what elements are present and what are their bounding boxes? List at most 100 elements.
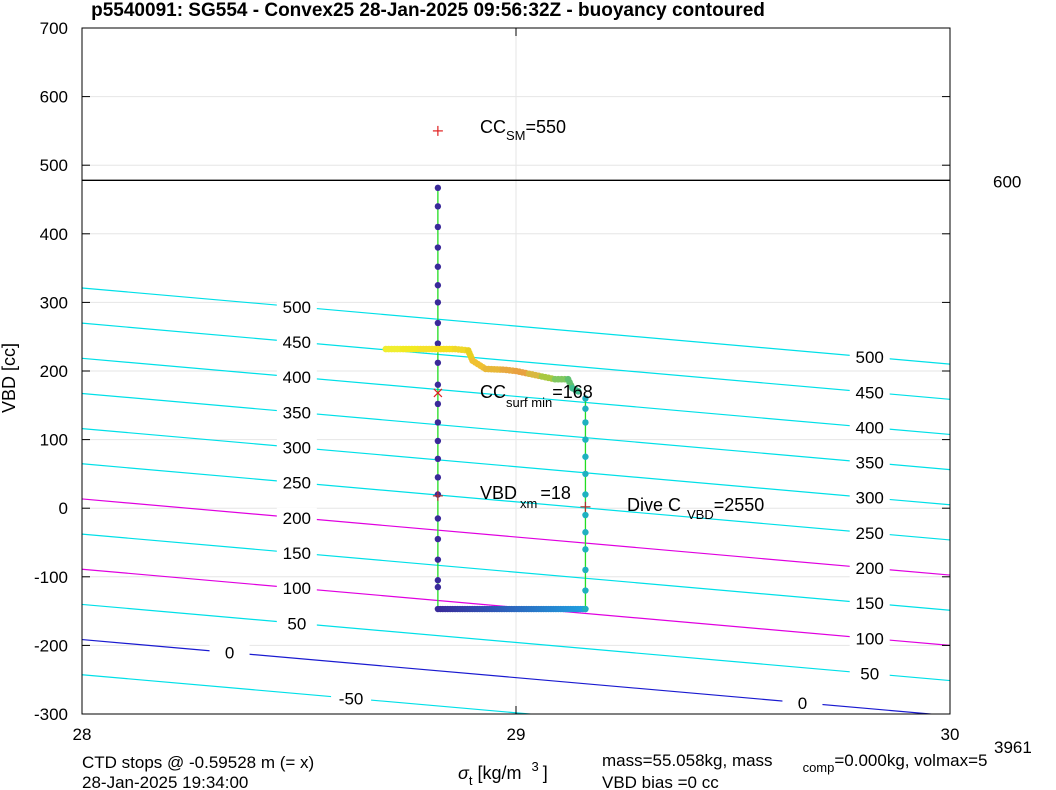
contour-label-bg bbox=[276, 367, 317, 388]
contour-label: 500 bbox=[283, 298, 311, 317]
descent-point bbox=[434, 282, 442, 289]
contour-label-bg bbox=[849, 593, 890, 614]
contour-label: 50 bbox=[860, 665, 879, 684]
y-tick-label: 300 bbox=[40, 293, 68, 312]
contour-label-bg bbox=[849, 347, 890, 368]
contour-label-bg bbox=[276, 613, 317, 634]
descent-point bbox=[434, 263, 442, 270]
contour-line bbox=[82, 428, 950, 506]
descent-point bbox=[434, 223, 442, 231]
descent-point bbox=[434, 437, 442, 445]
x-tick-label: 30 bbox=[941, 725, 960, 744]
contour-label: 150 bbox=[856, 594, 884, 613]
descent-point bbox=[434, 359, 442, 366]
contour-label: 450 bbox=[283, 333, 311, 352]
contour-label: 150 bbox=[283, 544, 311, 563]
marker-stroke bbox=[433, 388, 443, 398]
ascent-point bbox=[582, 395, 589, 402]
annotation-cc-surf-min: CCsurf min=168 bbox=[480, 382, 593, 410]
contour-line bbox=[82, 603, 950, 682]
contour-label: 400 bbox=[283, 368, 311, 387]
ascent-point bbox=[582, 566, 589, 574]
x-tick-label: 28 bbox=[73, 725, 92, 744]
contour-label: 250 bbox=[283, 474, 311, 493]
ascent-point bbox=[582, 436, 589, 443]
y-tick-label: 700 bbox=[40, 19, 68, 38]
ascent-point bbox=[582, 470, 589, 478]
contour-label-bg bbox=[209, 642, 250, 663]
ascent-point bbox=[582, 605, 589, 613]
contour-label-bg bbox=[782, 692, 823, 713]
descent-point bbox=[434, 474, 442, 481]
descent-point bbox=[434, 299, 442, 306]
markers bbox=[432, 125, 591, 512]
contour-label: 50 bbox=[287, 614, 306, 633]
contour-label-bg bbox=[276, 542, 317, 563]
contour-label: 250 bbox=[856, 524, 884, 543]
ascent-point bbox=[582, 529, 589, 536]
contour-line bbox=[82, 357, 950, 436]
contour-label: 100 bbox=[856, 629, 884, 648]
vbd-xm-marker bbox=[432, 490, 443, 501]
descent-point bbox=[434, 319, 442, 327]
dive-trace bbox=[382, 184, 589, 613]
descent-point bbox=[434, 535, 442, 543]
y-tick-label: 500 bbox=[40, 156, 68, 175]
contour-label-bg bbox=[331, 688, 372, 709]
contour-label: 300 bbox=[283, 438, 311, 457]
contour-label: 200 bbox=[856, 559, 884, 578]
contour-label: 350 bbox=[856, 454, 884, 473]
footer-ctd-stops: CTD stops @ -0.59528 m (= x) bbox=[82, 753, 314, 772]
y-tick-labels: -300 -200 -100 0 100 200 300 400 500 600 700 bbox=[34, 19, 68, 724]
ascent-point bbox=[582, 419, 589, 426]
contour-label: 350 bbox=[283, 403, 311, 422]
axis-ticks bbox=[81, 27, 951, 715]
y-tick-label: -100 bbox=[34, 568, 68, 587]
contour-label-bg bbox=[849, 452, 890, 473]
ascent-point bbox=[582, 405, 589, 412]
descent-point bbox=[434, 203, 442, 210]
contour-label-bg bbox=[276, 402, 317, 423]
contour-line bbox=[82, 533, 950, 611]
contour-label-bg bbox=[849, 417, 890, 438]
ascent-point bbox=[582, 546, 589, 553]
contour-label: 400 bbox=[856, 418, 884, 437]
contour-line bbox=[82, 463, 950, 541]
y-axis-label: VBD [cc] bbox=[0, 343, 19, 413]
contour-label-bg bbox=[849, 487, 890, 508]
annotation-dive-c-vbd: Dive C VBD=2550 bbox=[627, 495, 764, 522]
descent-point bbox=[434, 556, 442, 563]
x-axis-label: σt [kg/m 3] bbox=[458, 759, 548, 788]
dive-c-vbd-marker bbox=[580, 501, 591, 512]
contour-label: 0 bbox=[798, 694, 807, 713]
contour-label: 450 bbox=[856, 383, 884, 402]
y-tick-label: 200 bbox=[40, 362, 68, 381]
descent-point bbox=[434, 381, 442, 388]
contour-line bbox=[82, 392, 950, 471]
vbd-max-label: 600 bbox=[993, 172, 1021, 191]
footer-vbd-bias: VBD bias =0 cc bbox=[602, 773, 719, 790]
contour-label: 200 bbox=[283, 509, 311, 528]
y-tick-label: -200 bbox=[34, 636, 68, 655]
descent-point bbox=[434, 455, 442, 463]
x-tick-labels: 28 29 30 bbox=[73, 725, 960, 744]
cc-surf-min-marker bbox=[433, 388, 443, 398]
chart-title: p5540091: SG554 - Convex25 28-Jan-2025 0… bbox=[91, 0, 765, 21]
y-tick-label: -300 bbox=[34, 705, 68, 724]
contour-label: 300 bbox=[856, 489, 884, 508]
y-tick-label: 0 bbox=[59, 499, 68, 518]
contour-label: 100 bbox=[283, 579, 311, 598]
contour-line bbox=[82, 498, 950, 576]
contour-label-bg bbox=[276, 296, 317, 317]
ascent-point bbox=[582, 587, 589, 594]
contour-label: 500 bbox=[856, 348, 884, 367]
contour-label: -50 bbox=[339, 689, 364, 708]
contour-label-bg bbox=[276, 507, 317, 528]
contour-line bbox=[82, 322, 950, 400]
descent-point bbox=[434, 400, 442, 408]
footer-mass: mass=55.058kg, mass comp=0.000kg, volmax=… bbox=[602, 751, 987, 775]
contour-label-bg bbox=[276, 578, 317, 599]
contour-label-bg bbox=[276, 472, 317, 493]
contour-label-bg bbox=[849, 628, 890, 649]
